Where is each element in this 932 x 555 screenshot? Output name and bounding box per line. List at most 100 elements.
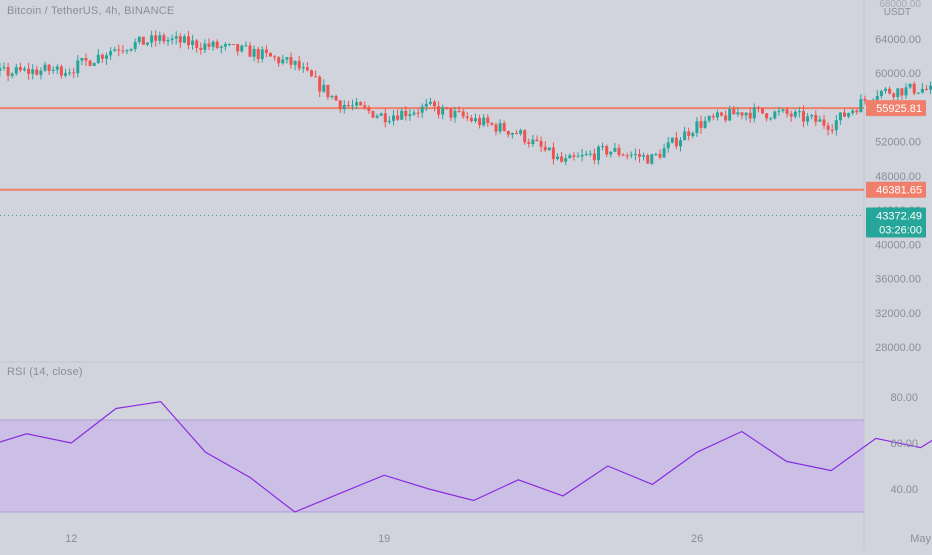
candle-body [781,109,785,112]
candle-body [687,131,691,136]
candle-body [609,151,613,155]
candle-body [736,112,740,115]
rsi-band [0,420,864,512]
candle-body [141,36,145,45]
candle-body [35,69,39,75]
candle-body [59,66,63,76]
candle-body [670,137,674,143]
candle-body [810,115,814,117]
candle-body [285,57,289,60]
candle-body [346,104,350,106]
candle-body [310,70,313,77]
candle-body [31,69,35,74]
candle-body [420,106,424,113]
candle-body [6,66,10,76]
candle-body [691,133,695,136]
candle-body [601,146,605,148]
candle-body [379,113,383,116]
candle-body [351,105,354,107]
candle-body [822,119,826,126]
candle-body [39,70,43,75]
candle-body [547,147,551,151]
candle-body [629,154,633,156]
candle-body [178,36,182,43]
candle-body [14,67,18,74]
rsi-line [0,400,932,513]
candle-body [113,49,117,52]
candle-body [793,111,797,117]
price-tick-label: 32000.00 [875,308,921,320]
candle-body [572,155,576,157]
candle-body [223,44,227,47]
candle-body [199,47,203,50]
candle-body [383,113,387,123]
candle-body [191,40,195,46]
last-price-badge[interactable] [866,207,926,238]
candle-body [748,112,752,119]
candle-body [720,112,723,116]
candle-body [506,131,510,135]
time-tick-label: 26 [691,533,703,545]
candle-body [219,46,223,48]
candle-body [170,38,174,41]
countdown-label: 03:26:00 [879,224,922,236]
candle-body [773,111,777,119]
candle-body [711,116,715,118]
candle-body [888,88,892,94]
candle-body [617,147,621,155]
candle-body [580,154,584,157]
candle-body [80,57,84,61]
candle-body [728,108,732,121]
candle-body [207,43,211,47]
candle-body [228,44,231,46]
candle-body [305,67,309,71]
price-tick-label: 28000.00 [875,342,921,354]
candle-body [925,88,928,90]
candle-body [269,52,272,57]
candle-body [461,111,465,117]
candle-body [510,133,514,135]
candle-body [761,108,764,114]
candle-body [863,99,867,101]
candle-body [55,66,59,70]
candle-body [289,57,293,65]
candle-body [625,155,629,157]
candle-body [363,105,367,108]
candle-body [281,59,285,64]
level-badge-1[interactable] [866,181,926,198]
symbol-legend[interactable]: Bitcoin / TetherUS, 4h, BINANCE [7,5,175,17]
candle-body [92,63,96,66]
candle-body [396,115,400,120]
candle-body [818,119,822,122]
candle-body [543,146,547,151]
candle-body [162,35,166,42]
candle-body [814,115,818,122]
candle-body [51,69,55,71]
candle-body [679,140,682,147]
time-tick-label: 19 [378,533,390,545]
candle-body [838,112,842,121]
level-badge-0[interactable] [866,100,926,117]
candle-body [769,118,773,120]
candle-body [400,110,404,120]
candle-body [433,101,436,107]
candle-body [478,118,482,126]
candle-body [551,147,555,160]
candle-body [72,72,76,74]
candle-body [789,113,793,117]
candle-body [896,88,900,98]
candle-body [342,104,346,110]
candle-body [453,110,457,118]
candle-body [732,108,736,115]
rsi-legend[interactable]: RSI (14, close) [7,366,83,378]
price-tick-label: 40000.00 [875,239,921,251]
candle-body [699,121,703,128]
candle-body [375,115,379,118]
rsi-tick-label: 40.00 [890,484,918,496]
candle-body [428,101,432,104]
candle-body [256,48,260,59]
candle-body [904,87,908,96]
candle-body [576,156,580,158]
